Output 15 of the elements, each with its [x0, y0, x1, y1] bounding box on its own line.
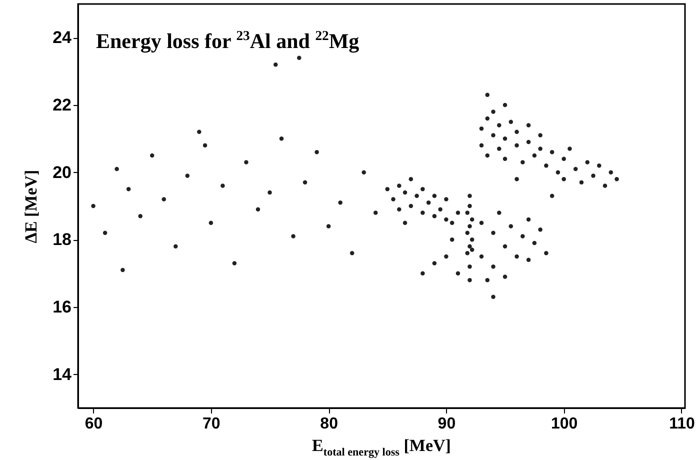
- y-tick-label: 20: [52, 162, 72, 182]
- y-tick-label: 18: [52, 230, 72, 250]
- x-tick-label: 80: [320, 416, 338, 432]
- x-tick-label: 110: [669, 416, 695, 432]
- y-tick-label: 24: [52, 28, 72, 48]
- y-tick-label: 14: [52, 364, 72, 384]
- x-tick-label: 60: [84, 416, 103, 432]
- x-tick-label: 70: [202, 416, 220, 432]
- text: Energy loss for $^{23}$Al and $^{22}$Mg: [96, 28, 360, 54]
- y-axis-title: ΔE [MeV]: [22, 170, 41, 244]
- x-tick-label: 100: [550, 416, 578, 432]
- y-tick-label: 22: [52, 96, 72, 114]
- x-axis-title: E$_{total energy loss}$ [MeV]: [311, 436, 452, 458]
- x-tick-label: 90: [438, 416, 456, 432]
- y-tick-label: 16: [52, 298, 72, 316]
